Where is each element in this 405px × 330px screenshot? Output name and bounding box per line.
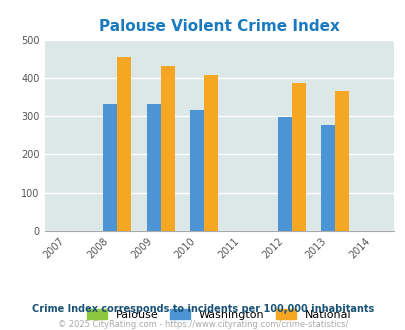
Bar	[190, 110, 204, 231]
Bar	[204, 75, 218, 231]
Bar	[277, 117, 291, 231]
Text: © 2025 CityRating.com - https://www.cityrating.com/crime-statistics/: © 2025 CityRating.com - https://www.city…	[58, 319, 347, 329]
Bar	[103, 104, 117, 231]
Legend: Palouse, Washington, National: Palouse, Washington, National	[87, 309, 350, 320]
Title: Palouse Violent Crime Index: Palouse Violent Crime Index	[98, 19, 339, 34]
Bar	[160, 66, 174, 231]
Bar	[117, 57, 131, 231]
Bar	[321, 125, 335, 231]
Text: Crime Index corresponds to incidents per 100,000 inhabitants: Crime Index corresponds to incidents per…	[32, 304, 373, 314]
Bar	[147, 104, 160, 231]
Bar	[291, 83, 305, 231]
Bar	[335, 91, 348, 231]
